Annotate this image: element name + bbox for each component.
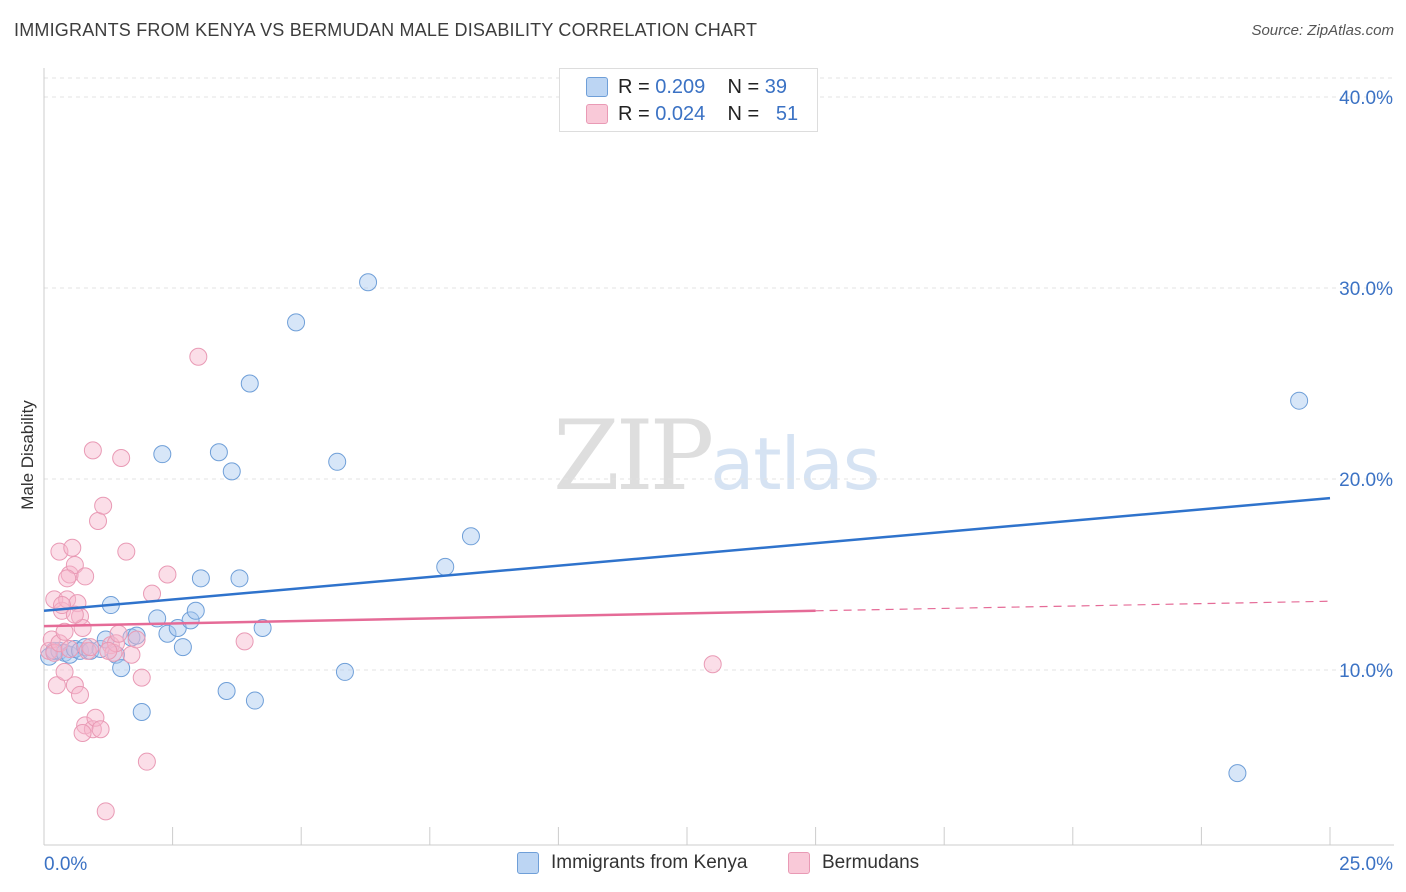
bermuda-point (89, 512, 108, 531)
kenya-point (181, 611, 200, 630)
bermuda-point (96, 802, 115, 821)
watermark: ZIPatlas (553, 400, 880, 512)
y-tick-label: 30.0% (1339, 279, 1393, 300)
y-tick-label: 20.0% (1339, 470, 1393, 491)
bermuda-point (127, 630, 146, 649)
kenya-point (245, 691, 264, 710)
bermuda-point (132, 668, 151, 687)
kenya-point (461, 527, 480, 546)
kenya-point (217, 682, 236, 701)
y-tick-label: 10.0% (1339, 661, 1393, 682)
kenya-point (191, 569, 210, 588)
x-tick-label: 25.0% (1339, 854, 1393, 875)
bermuda-point (65, 555, 84, 574)
kenya-trend-line (43, 496, 1331, 613)
legend-n-value: 51 (775, 102, 799, 125)
bermuda-point (94, 496, 113, 515)
bottom-legend-label-bermuda: Bermudans (822, 852, 920, 873)
kenya-point (173, 638, 192, 657)
bermuda-point (117, 542, 136, 561)
bermuda-point (112, 448, 131, 467)
kenya-point (158, 624, 177, 643)
bottom-legend-bermuda: Bermudans (788, 852, 919, 874)
kenya-point (328, 452, 347, 471)
chart-title: IMMIGRANTS FROM KENYA VS BERMUDAN MALE D… (14, 20, 758, 40)
bermuda-point (55, 622, 74, 641)
bermuda-point (65, 676, 84, 695)
y-tick-label: 40.0% (1339, 88, 1393, 109)
kenya-point (60, 645, 79, 664)
kenya-point (112, 659, 131, 678)
kenya-point (1228, 764, 1247, 783)
bermuda-point (83, 441, 102, 460)
bermuda-point (73, 618, 92, 637)
kenya-point (222, 462, 241, 481)
kenya-point (209, 443, 228, 462)
bottom-legend-label-kenya: Immigrants from Kenya (551, 852, 748, 873)
bermuda-point (76, 567, 95, 586)
bermuda-point (50, 634, 69, 653)
watermark-atlas: atlas (710, 422, 880, 506)
legend-r-value: 0.209 (655, 75, 706, 98)
bermuda-point (71, 685, 90, 704)
legend-n-label: N = (727, 75, 765, 98)
bermuda-point (60, 639, 79, 658)
bermuda-point (83, 720, 102, 739)
bermuda-point (47, 676, 66, 695)
x-tick-label: 0.0% (44, 854, 87, 875)
kenya-point (153, 445, 172, 464)
source-label: Source: ZipAtlas.com (1251, 22, 1394, 39)
bermuda-point (58, 569, 77, 588)
watermark-zip: ZIP (553, 400, 714, 512)
kenya-point (436, 557, 455, 576)
bermuda-point (158, 565, 177, 584)
kenya-point (287, 313, 306, 332)
bermuda-point (65, 605, 84, 624)
kenya-point (240, 374, 259, 393)
kenya-point (1290, 391, 1309, 410)
correlation-legend: R = 0.209 N = 39 R = 0.024 N = 51 (559, 68, 818, 132)
bermuda-point (703, 655, 722, 674)
bermuda-trend-extension (815, 600, 1331, 612)
bermuda-point (122, 645, 141, 664)
bermuda-point (137, 752, 156, 771)
bermuda-point (189, 347, 208, 366)
bermuda-point (86, 708, 105, 727)
bermuda-point (45, 643, 64, 662)
bermuda-point (99, 641, 118, 660)
legend-r-label: R = (618, 102, 656, 125)
kenya-point (127, 626, 146, 645)
legend-r-value: 0.024 (655, 102, 706, 125)
bermuda-point (63, 538, 82, 557)
bottom-legend-swatch-bermuda (788, 852, 810, 874)
kenya-point (132, 703, 151, 722)
kenya-point (186, 601, 205, 620)
bermuda-point (91, 720, 110, 739)
legend-text-bermuda: R = 0.024 N = 51 (618, 103, 798, 126)
bermuda-point (81, 638, 100, 657)
legend-r-label: R = (618, 75, 656, 98)
kenya-point (335, 662, 354, 681)
bottom-legend-swatch-kenya (517, 852, 539, 874)
bermuda-point (55, 662, 74, 681)
kenya-point (253, 618, 272, 637)
bermuda-point (235, 632, 254, 651)
legend-text-kenya: R = 0.209 N = 39 (618, 76, 787, 99)
legend-n-value: 39 (764, 75, 788, 98)
legend-n-label: N = (727, 102, 765, 125)
kenya-point (359, 273, 378, 292)
bermuda-trend-line (43, 609, 816, 628)
legend-swatch-kenya (586, 77, 608, 97)
bermuda-point (73, 724, 92, 743)
bottom-legend-kenya: Immigrants from Kenya (517, 852, 747, 874)
legend-swatch-bermuda (586, 104, 608, 124)
kenya-point (230, 569, 249, 588)
bermuda-point (109, 624, 128, 643)
